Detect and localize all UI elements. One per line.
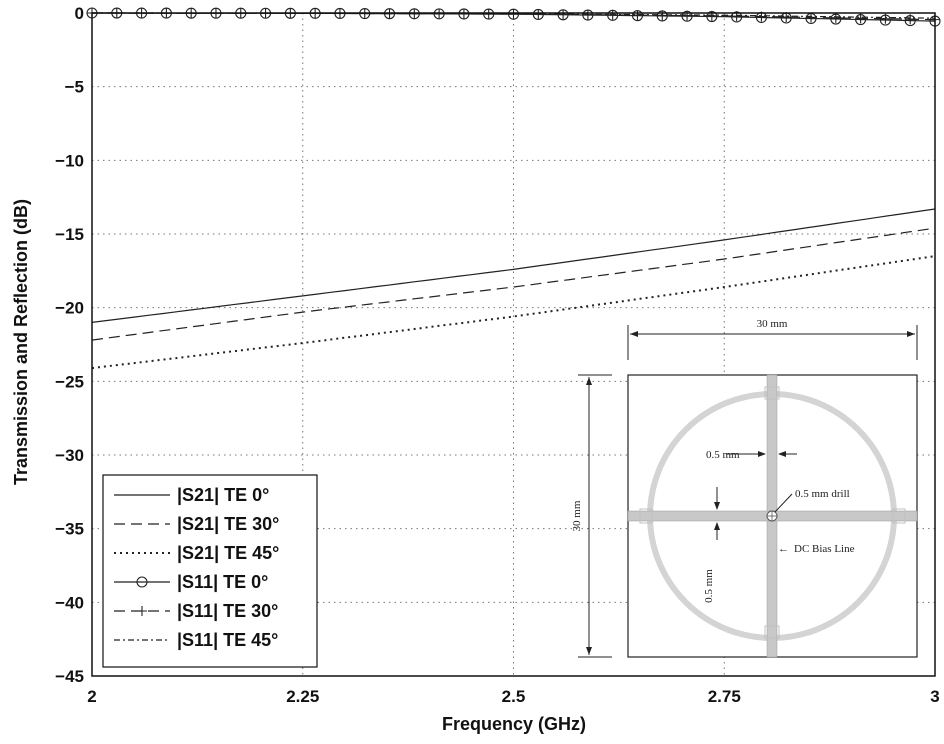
- marker-plus: [137, 606, 147, 616]
- series-5: [87, 8, 940, 25]
- x-axis-label: Frequency (GHz): [442, 714, 586, 734]
- legend-box: [102, 474, 318, 668]
- y-tick-label: −35: [55, 520, 84, 539]
- inset-side-dim-arrow-top: [586, 377, 592, 385]
- legend-item: |S11| TE 30°: [114, 601, 278, 621]
- y-tick-label: −40: [55, 593, 84, 612]
- marker-plus: [657, 10, 668, 21]
- inset-drill-label: 0.5 mm drill: [795, 488, 850, 500]
- marker-plus: [905, 14, 916, 25]
- legend-item: |S21| TE 0°: [114, 485, 269, 505]
- series-line: [91, 255, 936, 370]
- inset-pad-bottom: [764, 625, 780, 639]
- inset-bias-arrow: ←: [778, 543, 789, 555]
- y-tick-label: −45: [55, 667, 84, 686]
- series-line: [91, 227, 936, 341]
- inset-width-label: 0.5 mm: [706, 449, 740, 461]
- marker-plus: [830, 12, 841, 23]
- inset-top-dim-arrow-right: [907, 331, 915, 337]
- grid-lines: [92, 13, 935, 676]
- x-tick-label: 2: [87, 687, 96, 706]
- inset-gap-arrow-bottom: [714, 522, 720, 530]
- x-tick-label: 2.5: [502, 687, 526, 706]
- y-tick-label: −10: [55, 151, 84, 170]
- series-group: [86, 7, 941, 370]
- inset-width-arrow-right: [778, 451, 786, 457]
- legend-item: |S21| TE 30°: [114, 514, 279, 534]
- inset-top-dim-label: 30 mm: [757, 318, 788, 330]
- inset-pad-top: [764, 386, 780, 400]
- marker-circle: [136, 576, 148, 588]
- legend-label: |S21| TE 45°: [177, 543, 279, 563]
- unit-cell-inset: 30 mm 30 mm 0.5 mm 0.5 mm 0.5 mm drill ←…: [571, 318, 918, 658]
- y-axis-label: Transmission and Reflection (dB): [11, 199, 31, 485]
- inset-side-dim-label: 30 mm: [571, 500, 583, 531]
- inset-width-arrow-left: [758, 451, 766, 457]
- series-2: [91, 227, 936, 341]
- legend: |S21| TE 0° |S21| TE 30° |S21| TE 45° |S11|…: [102, 474, 318, 668]
- legend-label: |S11| TE 30°: [177, 601, 278, 621]
- series-3: [91, 255, 936, 370]
- y-tick-label: −20: [55, 299, 84, 318]
- legend-label: |S11| TE 45°: [177, 630, 278, 650]
- inset-side-dim-arrow-bottom: [586, 647, 592, 655]
- y-tick-label: −25: [55, 372, 84, 391]
- x-tick-label: 2.25: [286, 687, 319, 706]
- inset-pad-right: [892, 508, 906, 524]
- inset-drill-leader: [774, 493, 793, 513]
- inset-gap-label: 0.5 mm: [703, 569, 715, 603]
- y-tick-label: −5: [65, 78, 84, 97]
- plot-frame: [91, 12, 936, 677]
- y-tick-label: −15: [55, 225, 84, 244]
- legend-label: |S11| TE 0°: [177, 572, 268, 592]
- series-1: [91, 208, 936, 323]
- marker-plus: [855, 13, 866, 24]
- legend-item: |S11| TE 0°: [114, 572, 268, 592]
- legend-label: |S21| TE 30°: [177, 514, 279, 534]
- legend-label: |S21| TE 0°: [177, 485, 269, 505]
- series-line: [91, 208, 936, 323]
- y-tick-label: 0: [75, 4, 84, 23]
- legend-item: |S21| TE 45°: [114, 543, 279, 563]
- y-tick-label: −30: [55, 446, 84, 465]
- marker-plus: [806, 12, 817, 23]
- inset-bias-label: DC Bias Line: [794, 543, 855, 555]
- x-tick-label: 2.75: [708, 687, 741, 706]
- inset-top-dim-arrow-left: [630, 331, 638, 337]
- tick-labels: 2 2.25 2.5 2.75 3 0 −5 −10 −15 −20 −25 −30 −35 −40 −45: [55, 4, 940, 706]
- legend-item: |S11| TE 45°: [114, 630, 278, 650]
- marker-plus: [880, 13, 891, 24]
- inset-pad-left: [639, 508, 653, 524]
- x-tick-label: 3: [930, 687, 939, 706]
- inset-gap-arrow-top: [714, 502, 720, 510]
